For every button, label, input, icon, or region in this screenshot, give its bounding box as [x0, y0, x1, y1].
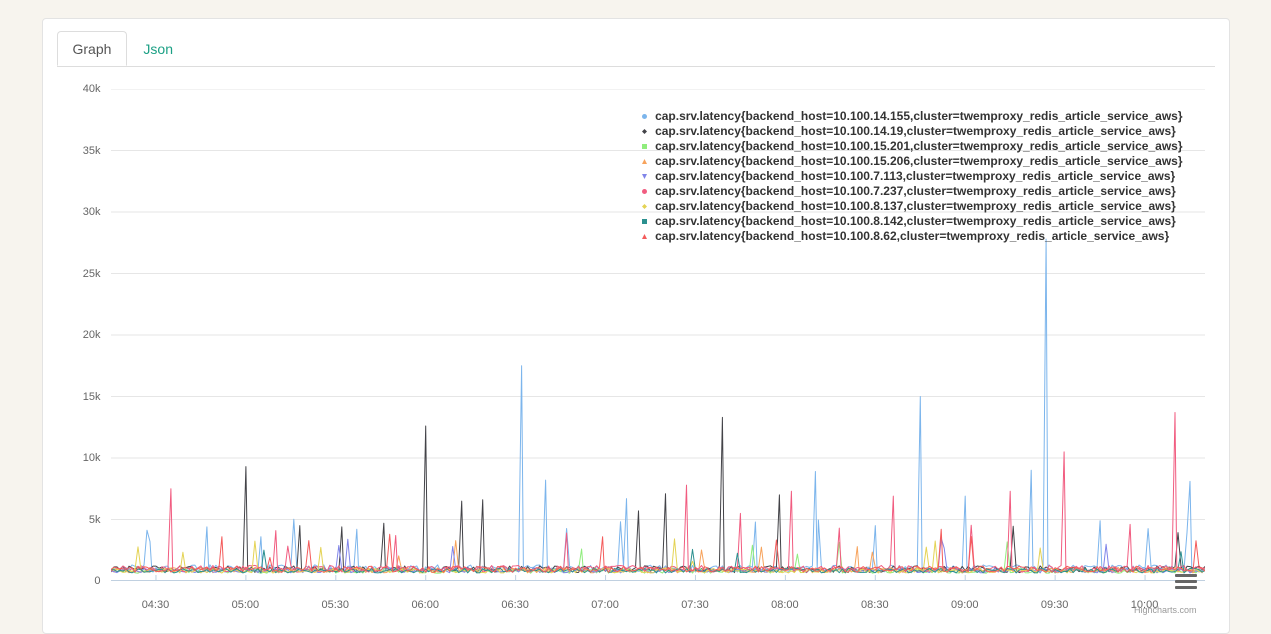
tab-json[interactable]: Json — [127, 31, 189, 66]
legend-item[interactable]: cap.srv.latency{backend_host=10.100.15.2… — [638, 139, 1182, 154]
legend-item-label: cap.srv.latency{backend_host=10.100.14.1… — [655, 109, 1182, 124]
y-tick-label: 0 — [94, 575, 100, 587]
x-tick-label: 05:30 — [322, 599, 350, 611]
x-tick-label: 04:30 — [142, 599, 170, 611]
legend-item[interactable]: cap.srv.latency{backend_host=10.100.14.1… — [638, 109, 1182, 124]
legend-item[interactable]: cap.srv.latency{backend_host=10.100.8.14… — [638, 214, 1182, 229]
chart-credits[interactable]: Highcharts.com — [1134, 605, 1197, 615]
tabs: GraphJson — [57, 31, 190, 65]
tab-underline — [57, 66, 1215, 67]
legend-item-label: cap.srv.latency{backend_host=10.100.8.62… — [655, 229, 1169, 244]
legend-marker-icon — [638, 201, 650, 213]
legend-item-label: cap.srv.latency{backend_host=10.100.8.14… — [655, 214, 1176, 229]
y-tick-label: 40k — [83, 83, 101, 95]
legend-marker-icon — [638, 171, 650, 183]
legend-item-label: cap.srv.latency{backend_host=10.100.8.13… — [655, 199, 1176, 214]
x-tick-label: 08:30 — [861, 599, 889, 611]
x-tick-label: 07:00 — [591, 599, 619, 611]
chart-wrap: 0 5k 10k 15k 20k 25k 30k 35k 40k cap.srv.latency… — [57, 79, 1215, 619]
legend-marker-icon — [638, 156, 650, 168]
legend-item[interactable]: cap.srv.latency{backend_host=10.100.7.11… — [638, 169, 1182, 184]
legend-item[interactable]: cap.srv.latency{backend_host=10.100.8.62… — [638, 229, 1182, 244]
legend-marker-icon — [638, 111, 650, 123]
x-tick-label: 08:00 — [771, 599, 799, 611]
legend-item[interactable]: cap.srv.latency{backend_host=10.100.7.23… — [638, 184, 1182, 199]
legend-item-label: cap.srv.latency{backend_host=10.100.15.2… — [655, 154, 1182, 169]
y-tick-label: 25k — [83, 268, 101, 280]
legend-item-label: cap.srv.latency{backend_host=10.100.7.23… — [655, 184, 1176, 199]
legend-marker-icon — [638, 186, 650, 198]
legend-marker-icon — [638, 141, 650, 153]
legend-marker-icon — [638, 231, 650, 243]
legend-item-label: cap.srv.latency{backend_host=10.100.7.11… — [655, 169, 1175, 184]
x-tick-label: 09:00 — [951, 599, 979, 611]
tab-graph[interactable]: Graph — [57, 31, 128, 66]
legend-marker-icon — [638, 216, 650, 228]
legend-item[interactable]: cap.srv.latency{backend_host=10.100.15.2… — [638, 154, 1182, 169]
legend-item[interactable]: cap.srv.latency{backend_host=10.100.14.1… — [638, 124, 1182, 139]
y-axis: 05k10k15k20k25k30k35k40k — [57, 89, 107, 581]
legend: cap.srv.latency{backend_host=10.100.14.1… — [638, 109, 1182, 244]
y-tick-label: 15k — [83, 391, 101, 403]
y-tick-label: 10k — [83, 452, 101, 464]
y-tick-label: 20k — [83, 329, 101, 341]
x-tick-label: 07:30 — [681, 599, 709, 611]
x-tick-label: 05:00 — [232, 599, 260, 611]
x-tick-label: 09:30 — [1041, 599, 1069, 611]
plot-area[interactable]: cap.srv.latency{backend_host=10.100.14.1… — [111, 89, 1205, 581]
chart-menu-icon[interactable] — [1175, 571, 1197, 591]
legend-item[interactable]: cap.srv.latency{backend_host=10.100.8.13… — [638, 199, 1182, 214]
x-tick-label: 06:30 — [501, 599, 529, 611]
legend-item-label: cap.srv.latency{backend_host=10.100.14.1… — [655, 124, 1176, 139]
legend-item-label: cap.srv.latency{backend_host=10.100.15.2… — [655, 139, 1182, 154]
x-tick-label: 06:00 — [411, 599, 439, 611]
y-tick-label: 5k — [89, 514, 101, 526]
chart-panel: GraphJson 0 5k 10k 15k 20k 25k 30k 35k 40k cap.s… — [42, 18, 1230, 634]
y-tick-label: 30k — [83, 206, 101, 218]
legend-marker-icon — [638, 126, 650, 138]
y-tick-label: 35k — [83, 145, 101, 157]
